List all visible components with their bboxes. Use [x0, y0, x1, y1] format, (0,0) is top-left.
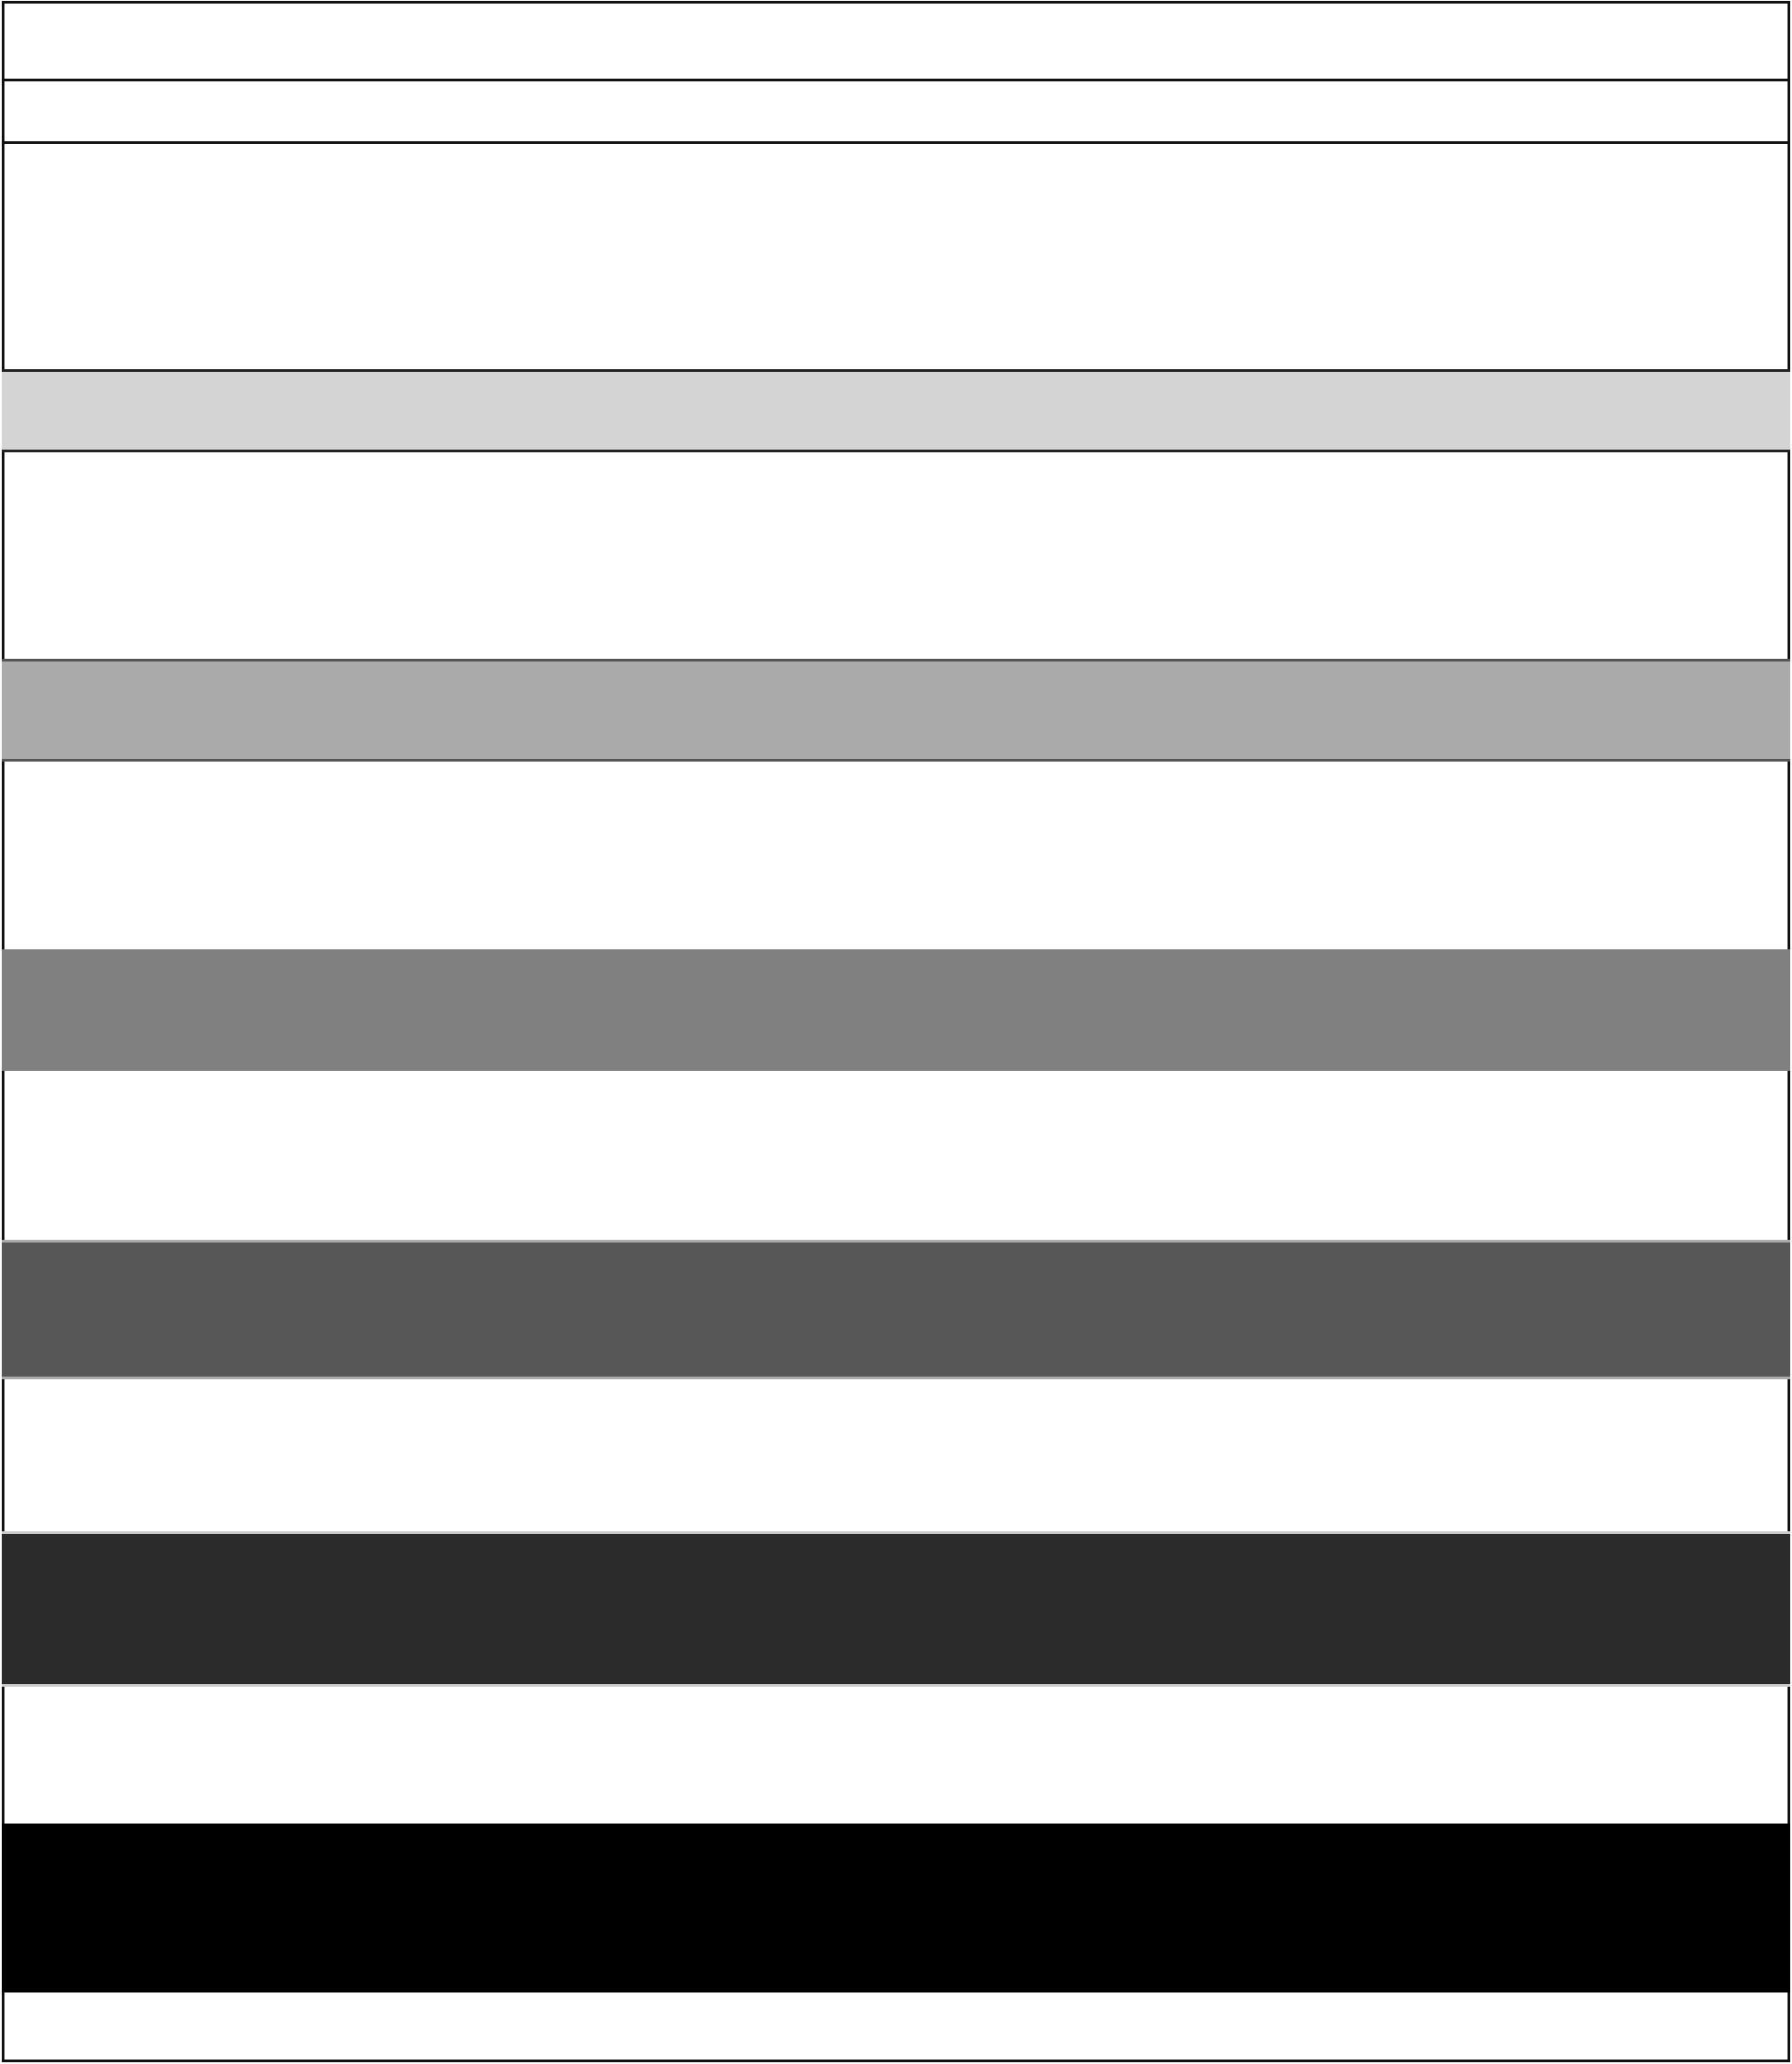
gray-band-4 [2, 1240, 1790, 1379]
gray-band-1 [2, 369, 1790, 452]
black-band-6 [2, 1824, 1790, 1992]
gray-band-5 [2, 1531, 1790, 1687]
second-divider-line [2, 141, 1790, 144]
top-divider-line [2, 79, 1790, 81]
gray-band-2 [2, 659, 1790, 762]
gray-band-3 [2, 949, 1790, 1071]
